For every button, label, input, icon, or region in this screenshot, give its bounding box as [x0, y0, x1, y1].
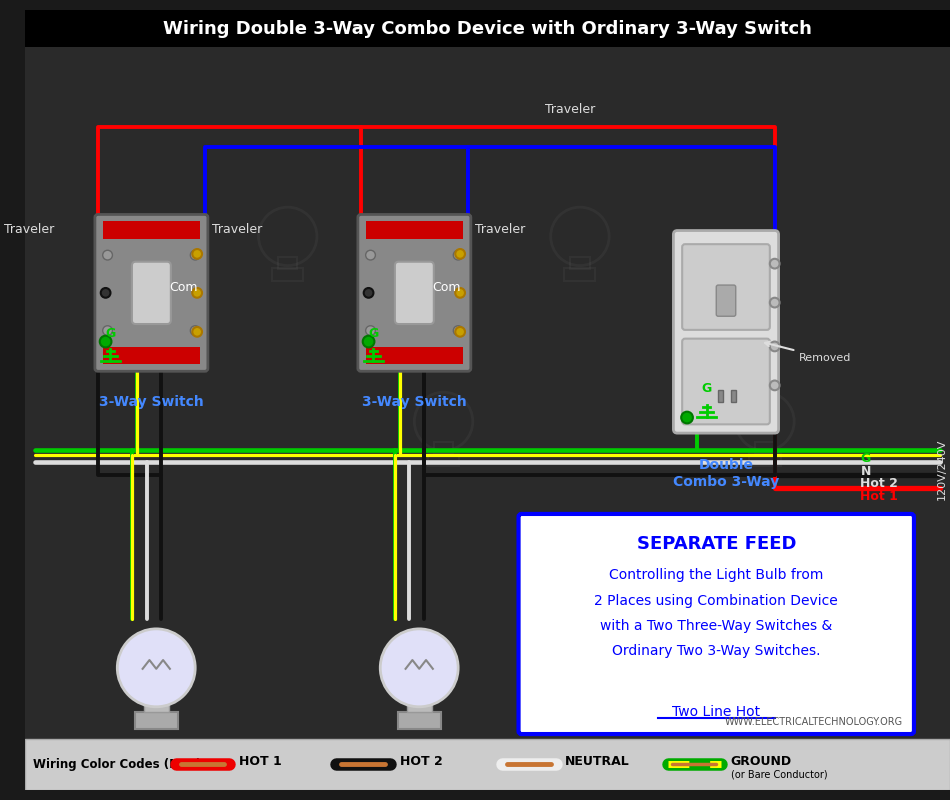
- Bar: [407, 698, 432, 712]
- Circle shape: [770, 381, 780, 390]
- FancyBboxPatch shape: [682, 338, 770, 424]
- Text: Wiring Double 3-Way Combo Device with Ordinary 3-Way Switch: Wiring Double 3-Way Combo Device with Or…: [163, 20, 812, 38]
- Text: Wiring Color Codes (NEC): Wiring Color Codes (NEC): [32, 758, 200, 770]
- Circle shape: [101, 288, 110, 298]
- Text: WWW.ELECTRICALTECHNOLOGY.ORG: WWW.ELECTRICALTECHNOLOGY.ORG: [725, 718, 903, 727]
- Circle shape: [192, 288, 202, 298]
- Bar: [755, 442, 774, 454]
- Text: Double
Combo 3-Way: Double Combo 3-Way: [673, 458, 779, 489]
- Circle shape: [364, 288, 373, 298]
- Bar: [103, 222, 200, 239]
- FancyBboxPatch shape: [519, 514, 914, 734]
- Circle shape: [100, 336, 111, 347]
- Circle shape: [103, 250, 112, 260]
- Circle shape: [366, 250, 375, 260]
- Text: Controlling the Light Bulb from: Controlling the Light Bulb from: [609, 568, 824, 582]
- Text: NEUTRAL: NEUTRAL: [565, 755, 630, 768]
- Circle shape: [770, 258, 780, 269]
- Bar: [272, 267, 303, 281]
- Text: BULB: BULB: [131, 740, 180, 758]
- FancyBboxPatch shape: [358, 214, 471, 371]
- Circle shape: [117, 629, 195, 706]
- FancyBboxPatch shape: [674, 230, 779, 433]
- Text: (or Bare Conductor): (or Bare Conductor): [731, 770, 827, 780]
- Text: G: G: [861, 452, 870, 465]
- Circle shape: [190, 326, 200, 335]
- Bar: [366, 347, 463, 365]
- Text: GROUND: GROUND: [731, 755, 792, 768]
- Text: Traveler: Traveler: [545, 102, 596, 116]
- Text: Hot 1: Hot 1: [861, 490, 899, 503]
- Bar: [434, 442, 453, 454]
- Text: with a Two Three-Way Switches &: with a Two Three-Way Switches &: [600, 619, 832, 633]
- Bar: [143, 698, 169, 712]
- Circle shape: [192, 327, 202, 337]
- Bar: [278, 257, 297, 269]
- Text: 3-Way Switch: 3-Way Switch: [99, 395, 203, 409]
- Circle shape: [366, 326, 375, 335]
- Text: Traveler: Traveler: [4, 223, 54, 236]
- Bar: [750, 453, 781, 466]
- Text: G: G: [701, 382, 712, 395]
- Bar: [25, 739, 950, 790]
- Circle shape: [455, 327, 465, 337]
- Bar: [564, 267, 596, 281]
- FancyBboxPatch shape: [395, 262, 434, 324]
- Circle shape: [103, 326, 112, 335]
- Bar: [731, 390, 735, 402]
- Bar: [570, 257, 590, 269]
- Text: 120V/240V: 120V/240V: [938, 438, 947, 500]
- Circle shape: [770, 298, 780, 307]
- Circle shape: [192, 249, 202, 258]
- Text: 3-Way Switch: 3-Way Switch: [362, 395, 466, 409]
- Bar: [428, 453, 459, 466]
- Circle shape: [455, 288, 465, 298]
- FancyBboxPatch shape: [95, 214, 208, 371]
- Bar: [718, 390, 723, 402]
- FancyBboxPatch shape: [716, 285, 735, 316]
- Circle shape: [681, 412, 693, 423]
- Text: Ordinary Two 3-Way Switches.: Ordinary Two 3-Way Switches.: [612, 644, 821, 658]
- Circle shape: [190, 250, 200, 260]
- Bar: [103, 347, 200, 365]
- Text: HOT 2: HOT 2: [400, 755, 443, 768]
- FancyBboxPatch shape: [132, 262, 171, 324]
- Circle shape: [363, 336, 374, 347]
- Circle shape: [453, 326, 463, 335]
- Text: Removed: Removed: [765, 342, 851, 363]
- Text: Com: Com: [432, 282, 461, 294]
- Circle shape: [455, 249, 465, 258]
- Text: Hot 2: Hot 2: [861, 478, 899, 490]
- Text: BULB: BULB: [394, 740, 444, 758]
- Bar: [25, 10, 950, 47]
- Bar: [135, 712, 178, 729]
- Text: 2 Places using Combination Device: 2 Places using Combination Device: [595, 594, 838, 608]
- Bar: [398, 712, 441, 729]
- Text: HOT 1: HOT 1: [239, 755, 282, 768]
- Circle shape: [770, 342, 780, 351]
- Text: Two Line Hot: Two Line Hot: [673, 705, 760, 718]
- Text: Traveler: Traveler: [475, 223, 525, 236]
- Text: N: N: [861, 465, 871, 478]
- FancyBboxPatch shape: [682, 244, 770, 330]
- Text: G: G: [105, 326, 116, 340]
- Circle shape: [453, 250, 463, 260]
- Text: Com: Com: [169, 282, 198, 294]
- Circle shape: [380, 629, 458, 706]
- Text: Traveler: Traveler: [212, 223, 262, 236]
- Text: G: G: [369, 326, 378, 340]
- Bar: [366, 222, 463, 239]
- Text: SEPARATE FEED: SEPARATE FEED: [636, 535, 796, 553]
